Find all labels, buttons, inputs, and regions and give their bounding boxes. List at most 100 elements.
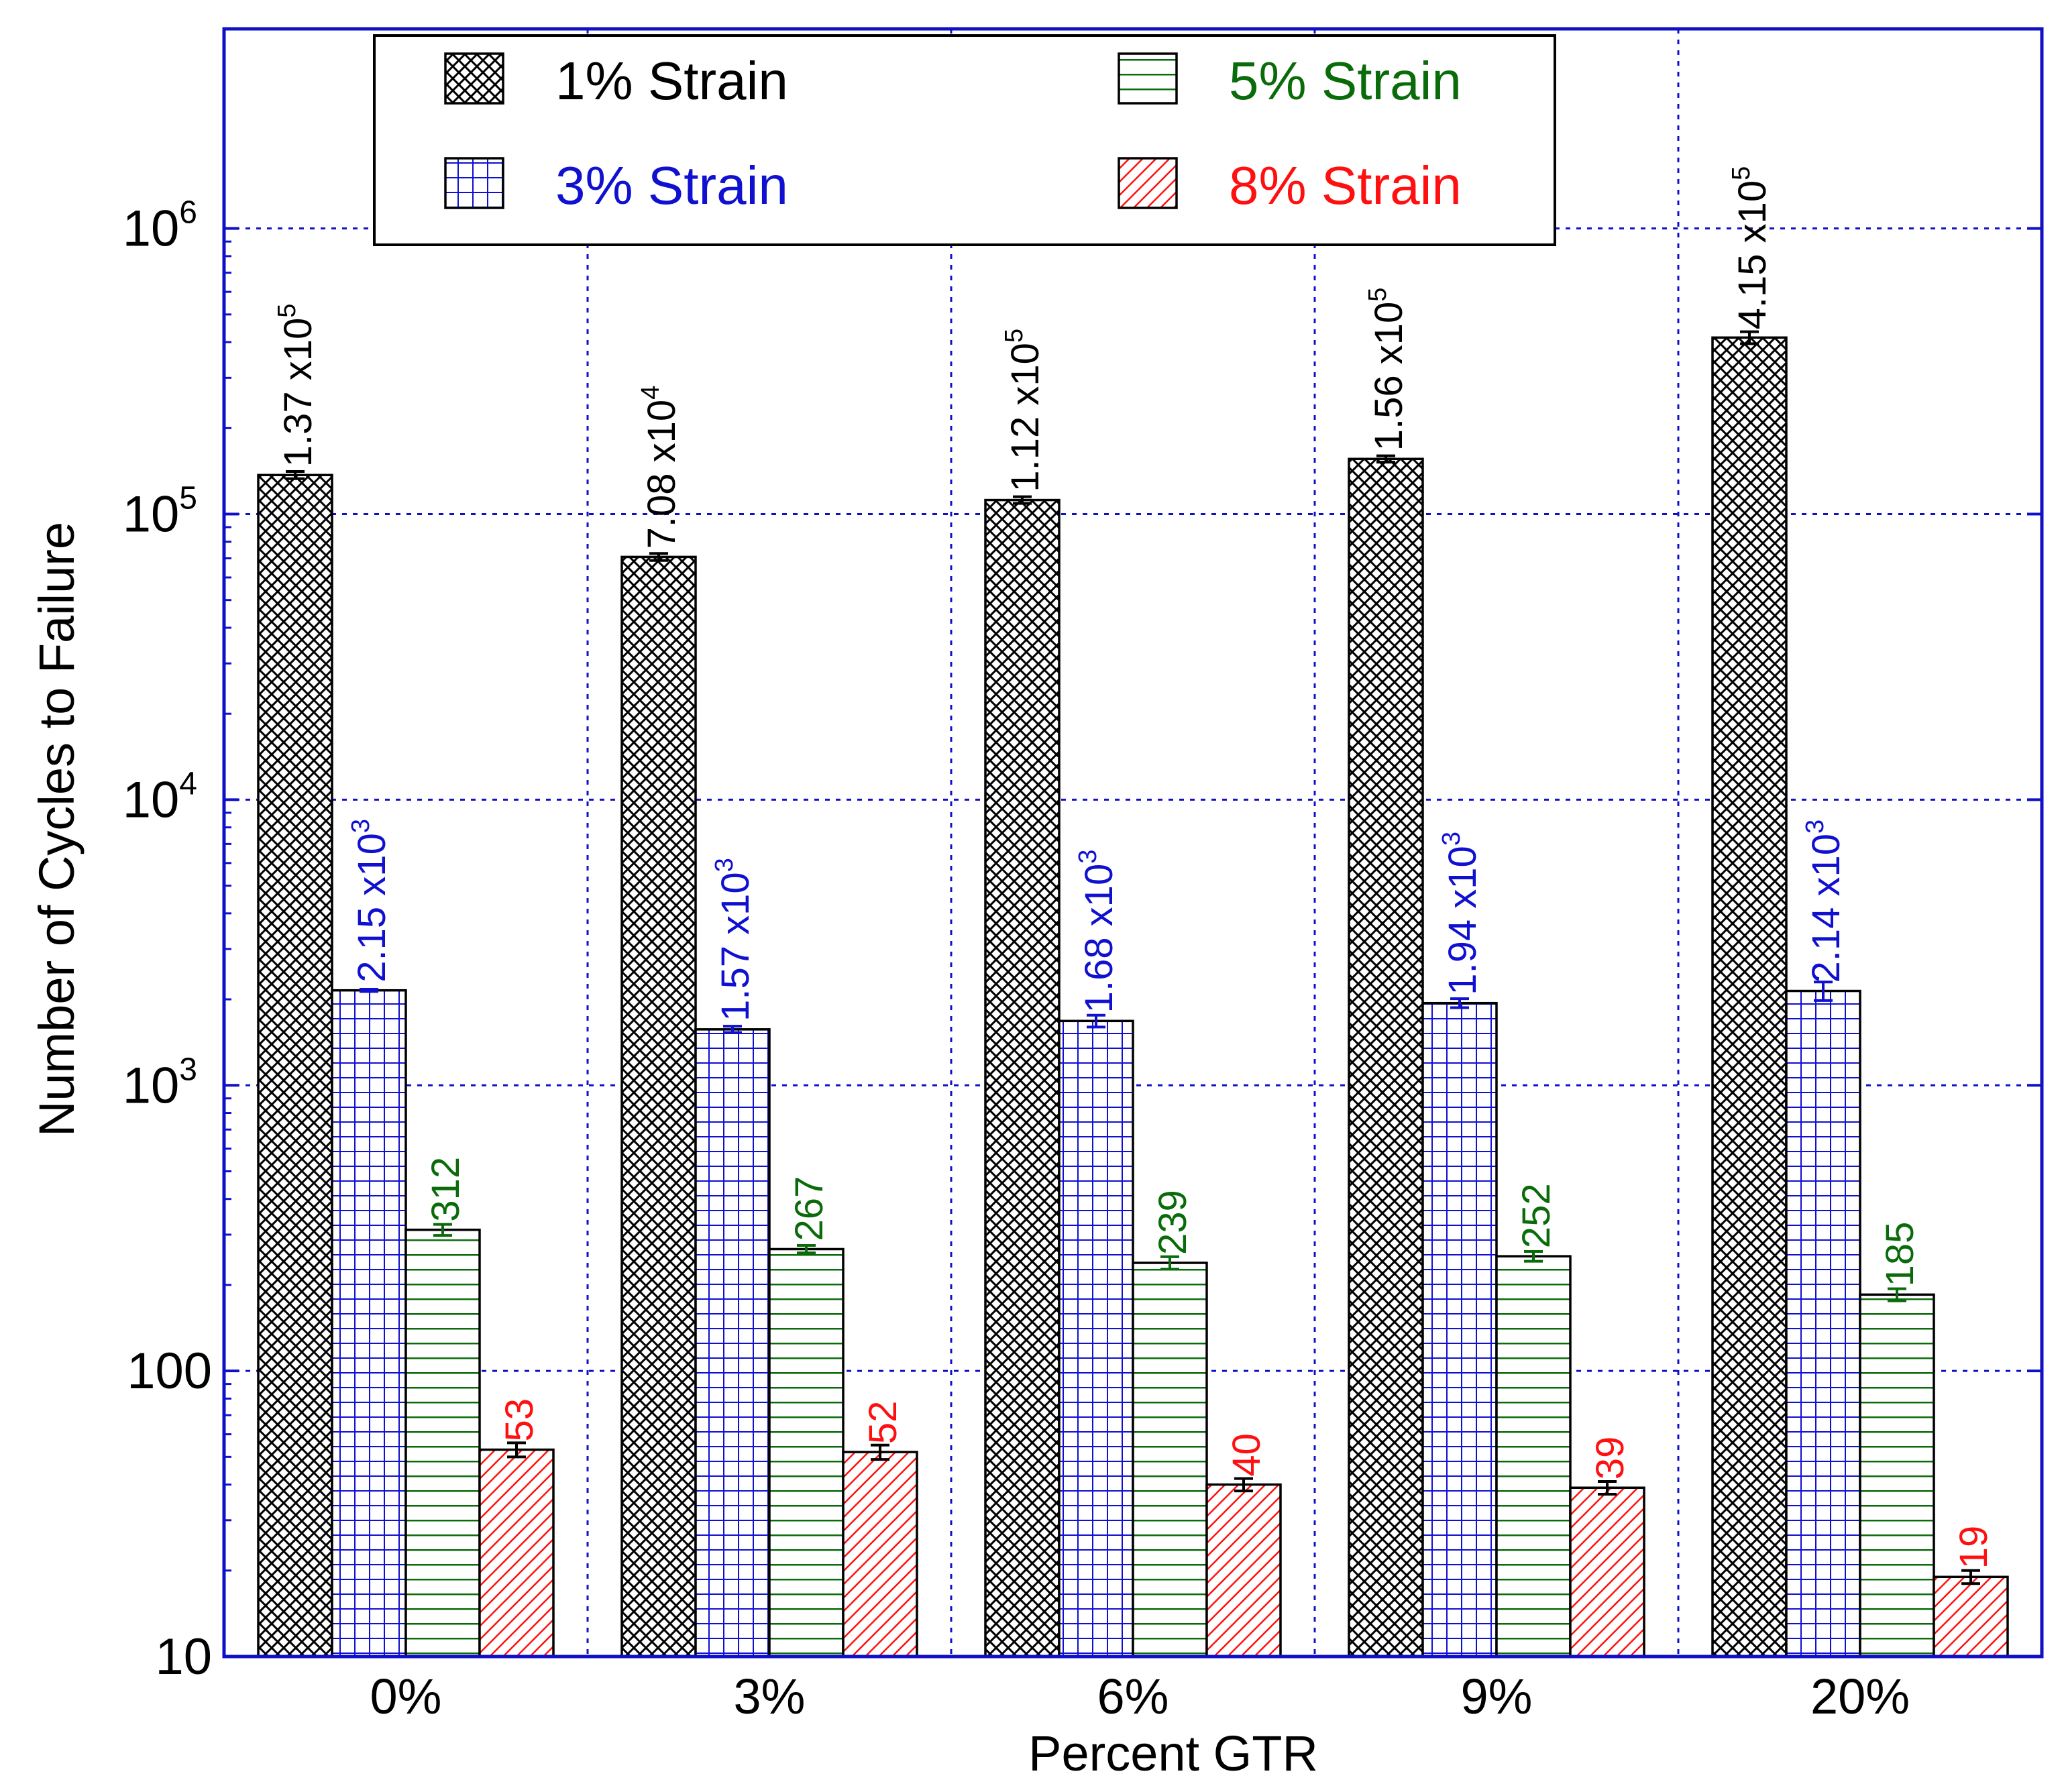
error-bar bbox=[1814, 981, 1833, 1002]
error-bar bbox=[360, 987, 378, 993]
legend-entry: 3% Strain bbox=[444, 156, 788, 215]
y-tick-exponent: 6 bbox=[179, 195, 197, 231]
legend-label: 3% Strain bbox=[555, 156, 788, 215]
value-label-exponent: 3 bbox=[1801, 820, 1829, 834]
value-label-mantissa: 19 bbox=[1952, 1526, 1996, 1569]
value-label: 4.15 x105 bbox=[1727, 166, 1774, 330]
y-tick-base: 10 bbox=[123, 201, 180, 258]
bar-8-strain3pct bbox=[842, 1451, 918, 1658]
legend-entry: 8% Strain bbox=[1118, 156, 1462, 215]
bar-3-strain3pct bbox=[694, 1028, 771, 1658]
value-label-mantissa: 1.94 x10 bbox=[1441, 846, 1484, 995]
bar-3-strain6pct bbox=[1058, 1019, 1134, 1658]
value-label-mantissa: 1.37 x10 bbox=[276, 318, 320, 467]
y-tick-label: 105 bbox=[123, 481, 197, 543]
bar-8-strain20pct bbox=[1933, 1575, 2009, 1658]
error-bar bbox=[1598, 1480, 1617, 1496]
legend-entry: 1% Strain bbox=[444, 51, 788, 111]
error-bar bbox=[507, 1441, 526, 1459]
legend-label: 8% Strain bbox=[1229, 156, 1462, 215]
value-label-mantissa: 252 bbox=[1515, 1183, 1558, 1248]
value-label: 312 bbox=[424, 1157, 468, 1222]
y-tick-exponent: 3 bbox=[179, 1052, 197, 1087]
value-label: 2.15 x103 bbox=[347, 819, 394, 983]
value-label: 40 bbox=[1225, 1433, 1268, 1477]
error-bar bbox=[1160, 1255, 1179, 1271]
x-tick-label: 6% bbox=[1097, 1669, 1169, 1724]
value-label-exponent: 3 bbox=[1437, 832, 1466, 846]
x-tick-label: 20% bbox=[1810, 1669, 1910, 1724]
y-axis-title: Number of Cycles to Failure bbox=[29, 522, 85, 1137]
bar-3-strain9pct bbox=[1421, 1001, 1498, 1658]
y-tick-label: 103 bbox=[123, 1052, 197, 1114]
bar-5-strain20pct bbox=[1859, 1293, 1935, 1658]
value-label-mantissa: 312 bbox=[424, 1157, 468, 1222]
bar-1-strain3pct bbox=[620, 555, 697, 1658]
y-tick-label: 10 bbox=[155, 1628, 212, 1685]
value-label: 1.94 x103 bbox=[1437, 832, 1484, 995]
value-label-mantissa: 52 bbox=[861, 1401, 905, 1445]
legend-label: 1% Strain bbox=[555, 51, 788, 111]
y-tick-label: 106 bbox=[123, 195, 197, 258]
value-label-mantissa: 185 bbox=[1878, 1222, 1922, 1287]
error-bar bbox=[1234, 1477, 1253, 1493]
error-bar bbox=[1961, 1569, 1980, 1585]
error-bar bbox=[797, 1244, 816, 1255]
bar-5-strain6pct bbox=[1132, 1262, 1208, 1658]
error-bar bbox=[1087, 1013, 1105, 1029]
value-label-mantissa: 40 bbox=[1225, 1433, 1268, 1477]
error-bar bbox=[649, 552, 668, 562]
value-label: 267 bbox=[787, 1176, 831, 1241]
value-label: 1.68 x103 bbox=[1074, 850, 1121, 1013]
value-label-mantissa: 1.12 x10 bbox=[1003, 343, 1047, 492]
value-label-mantissa: 1.68 x10 bbox=[1077, 864, 1121, 1013]
error-bar bbox=[433, 1223, 452, 1237]
value-label: 39 bbox=[1588, 1437, 1632, 1480]
x-tick-label: 0% bbox=[370, 1669, 442, 1724]
plot-frame bbox=[222, 27, 2044, 1659]
legend: 1% Strain 3% Strain 5% Strain 8% Strain bbox=[373, 34, 1556, 246]
y-tick-exponent: 5 bbox=[179, 481, 197, 516]
error-bar bbox=[1888, 1287, 1906, 1302]
x-tick-label: 3% bbox=[734, 1669, 806, 1724]
value-label: 1.12 x105 bbox=[1000, 329, 1047, 492]
bar-5-strain0pct bbox=[404, 1228, 481, 1658]
bar-8-strain0pct bbox=[478, 1448, 555, 1658]
error-bar bbox=[1450, 997, 1469, 1009]
legend-swatch bbox=[444, 157, 504, 209]
bar-1-strain6pct bbox=[984, 498, 1061, 1658]
error-bar bbox=[286, 469, 305, 480]
value-label-mantissa: 39 bbox=[1588, 1437, 1632, 1480]
value-label: 239 bbox=[1151, 1190, 1195, 1255]
value-label-mantissa: 239 bbox=[1151, 1190, 1195, 1255]
value-label-exponent: 3 bbox=[347, 819, 375, 833]
legend-entry: 5% Strain bbox=[1118, 51, 1462, 111]
value-label: 1.56 x105 bbox=[1364, 288, 1411, 451]
y-tick-base: 10 bbox=[123, 771, 180, 828]
legend-label: 5% Strain bbox=[1229, 51, 1462, 111]
bar-1-strain9pct bbox=[1348, 457, 1424, 1658]
bar-8-strain6pct bbox=[1205, 1483, 1282, 1658]
legend-swatch bbox=[1118, 157, 1178, 209]
value-label-exponent: 5 bbox=[1000, 329, 1028, 343]
value-label-mantissa: 53 bbox=[498, 1398, 541, 1442]
value-label-mantissa: 4.15 x10 bbox=[1731, 180, 1774, 330]
error-bar bbox=[1524, 1249, 1543, 1263]
value-label: 185 bbox=[1878, 1222, 1922, 1287]
value-label-exponent: 5 bbox=[273, 304, 301, 318]
value-label-exponent: 5 bbox=[1727, 166, 1755, 180]
value-label: 52 bbox=[861, 1401, 905, 1445]
x-axis-title: Percent GTR bbox=[1028, 1726, 1318, 1781]
error-bar bbox=[1740, 330, 1759, 345]
bar-1-strain0pct bbox=[257, 473, 333, 1658]
value-label: 53 bbox=[498, 1398, 541, 1442]
value-label-mantissa: 2.14 x10 bbox=[1804, 834, 1848, 983]
bar-3-strain0pct bbox=[331, 989, 407, 1658]
value-label-exponent: 4 bbox=[637, 386, 665, 400]
y-tick-base: 10 bbox=[123, 486, 180, 543]
error-bar bbox=[723, 1025, 742, 1034]
